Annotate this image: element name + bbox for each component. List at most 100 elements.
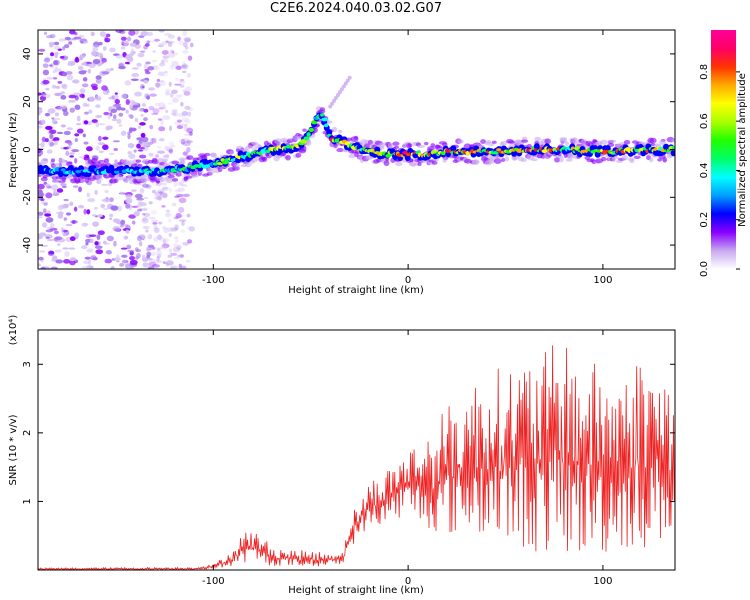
noise-blob [45, 217, 54, 223]
ridge-halo [348, 153, 356, 159]
noise-blob [87, 198, 96, 203]
ridge-halo [116, 175, 124, 181]
ridge-halo [395, 161, 403, 167]
noise-blob [183, 150, 189, 156]
ridge-core [385, 153, 391, 158]
noise-blob [53, 230, 59, 235]
noise-blob [86, 209, 91, 215]
noise-blob [107, 113, 111, 120]
noise-blob [162, 55, 170, 59]
ridge-halo [633, 155, 641, 160]
noise-blob [174, 83, 182, 86]
noise-blob [161, 41, 167, 46]
noise-blob [188, 226, 196, 232]
noise-blob [171, 109, 177, 116]
noise-blob [68, 247, 76, 250]
noise-blob [150, 112, 159, 116]
noise-blob [60, 91, 66, 95]
noise-blob [174, 121, 181, 126]
noise-blob [92, 44, 100, 48]
noise-blob [41, 266, 46, 269]
ridge-halo [600, 139, 608, 145]
ridge-halo [261, 156, 268, 162]
noise-blob [178, 197, 187, 204]
noise-blob [144, 68, 149, 72]
noise-blob [95, 121, 100, 128]
noise-blob [69, 201, 74, 206]
noise-blob [162, 58, 169, 64]
noise-blob [45, 87, 50, 91]
noise-blob [74, 58, 80, 63]
noise-blob [92, 47, 99, 52]
noise-blob [51, 138, 58, 142]
noise-blob [63, 217, 68, 221]
noise-blob [140, 83, 145, 90]
ridge-halo [285, 154, 291, 161]
noise-blob [158, 62, 166, 67]
noise-blob [73, 232, 80, 238]
noise-blob [162, 192, 168, 199]
noise-blob [78, 186, 82, 193]
x-tick-label: 0 [405, 576, 411, 587]
noise-blob [54, 85, 61, 89]
noise-blob [74, 158, 78, 164]
noise-blob [162, 187, 170, 191]
ridge-halo [531, 158, 538, 162]
noise-blob [114, 103, 122, 107]
noise-blob [129, 104, 133, 110]
noise-blob [142, 217, 147, 222]
noise-blob [179, 78, 185, 82]
noise-blob [148, 201, 153, 205]
noise-blob [145, 257, 154, 261]
noise-blob [175, 65, 182, 70]
y-tick-label: 0 [22, 146, 33, 152]
noise-blob [93, 206, 98, 210]
noise-blob [125, 197, 133, 204]
noise-blob [181, 60, 186, 65]
noise-blob [108, 96, 113, 100]
noise-blob [102, 207, 109, 210]
noise-blob [142, 225, 150, 230]
noise-blob [60, 105, 68, 109]
noise-blob [176, 244, 182, 251]
noise-blob [105, 33, 111, 38]
noise-blob [98, 150, 104, 154]
noise-blob [95, 78, 102, 84]
noise-blob [124, 54, 133, 61]
noise-blob [106, 235, 114, 242]
noise-blob [176, 193, 184, 198]
ridge-halo [509, 142, 517, 148]
noise-blob [149, 137, 155, 143]
noise-blob [188, 131, 193, 136]
ridge-halo [171, 160, 180, 165]
ridge-band [670, 149, 675, 157]
noise-blob [187, 239, 193, 244]
colorbar-tick-label: 0.0 [699, 261, 710, 277]
noise-blob [71, 149, 80, 153]
ridge-halo [229, 150, 235, 155]
noise-blob [161, 225, 167, 230]
ridge-halo [534, 136, 542, 142]
noise-blob [156, 146, 162, 149]
noise-blob [41, 136, 46, 143]
noise-blob [95, 95, 102, 102]
noise-blob [181, 64, 187, 68]
noise-blob [44, 213, 52, 217]
ridge-halo [564, 141, 569, 147]
ridge-halo [135, 159, 142, 163]
noise-blob [176, 214, 184, 218]
noise-blob [41, 119, 46, 125]
noise-blob [172, 52, 178, 56]
noise-blob [177, 187, 185, 192]
noise-blob [171, 144, 176, 148]
noise-blob [112, 140, 121, 143]
noise-blob [60, 94, 67, 100]
noise-blob [57, 243, 61, 246]
ridge-halo [295, 152, 302, 158]
colorbar-tick-label: 0.8 [699, 64, 710, 80]
noise-blob [66, 74, 74, 81]
noise-blob [39, 250, 46, 253]
branch-blob [343, 81, 348, 86]
ridge-halo [185, 175, 193, 179]
noise-blob [129, 266, 134, 269]
